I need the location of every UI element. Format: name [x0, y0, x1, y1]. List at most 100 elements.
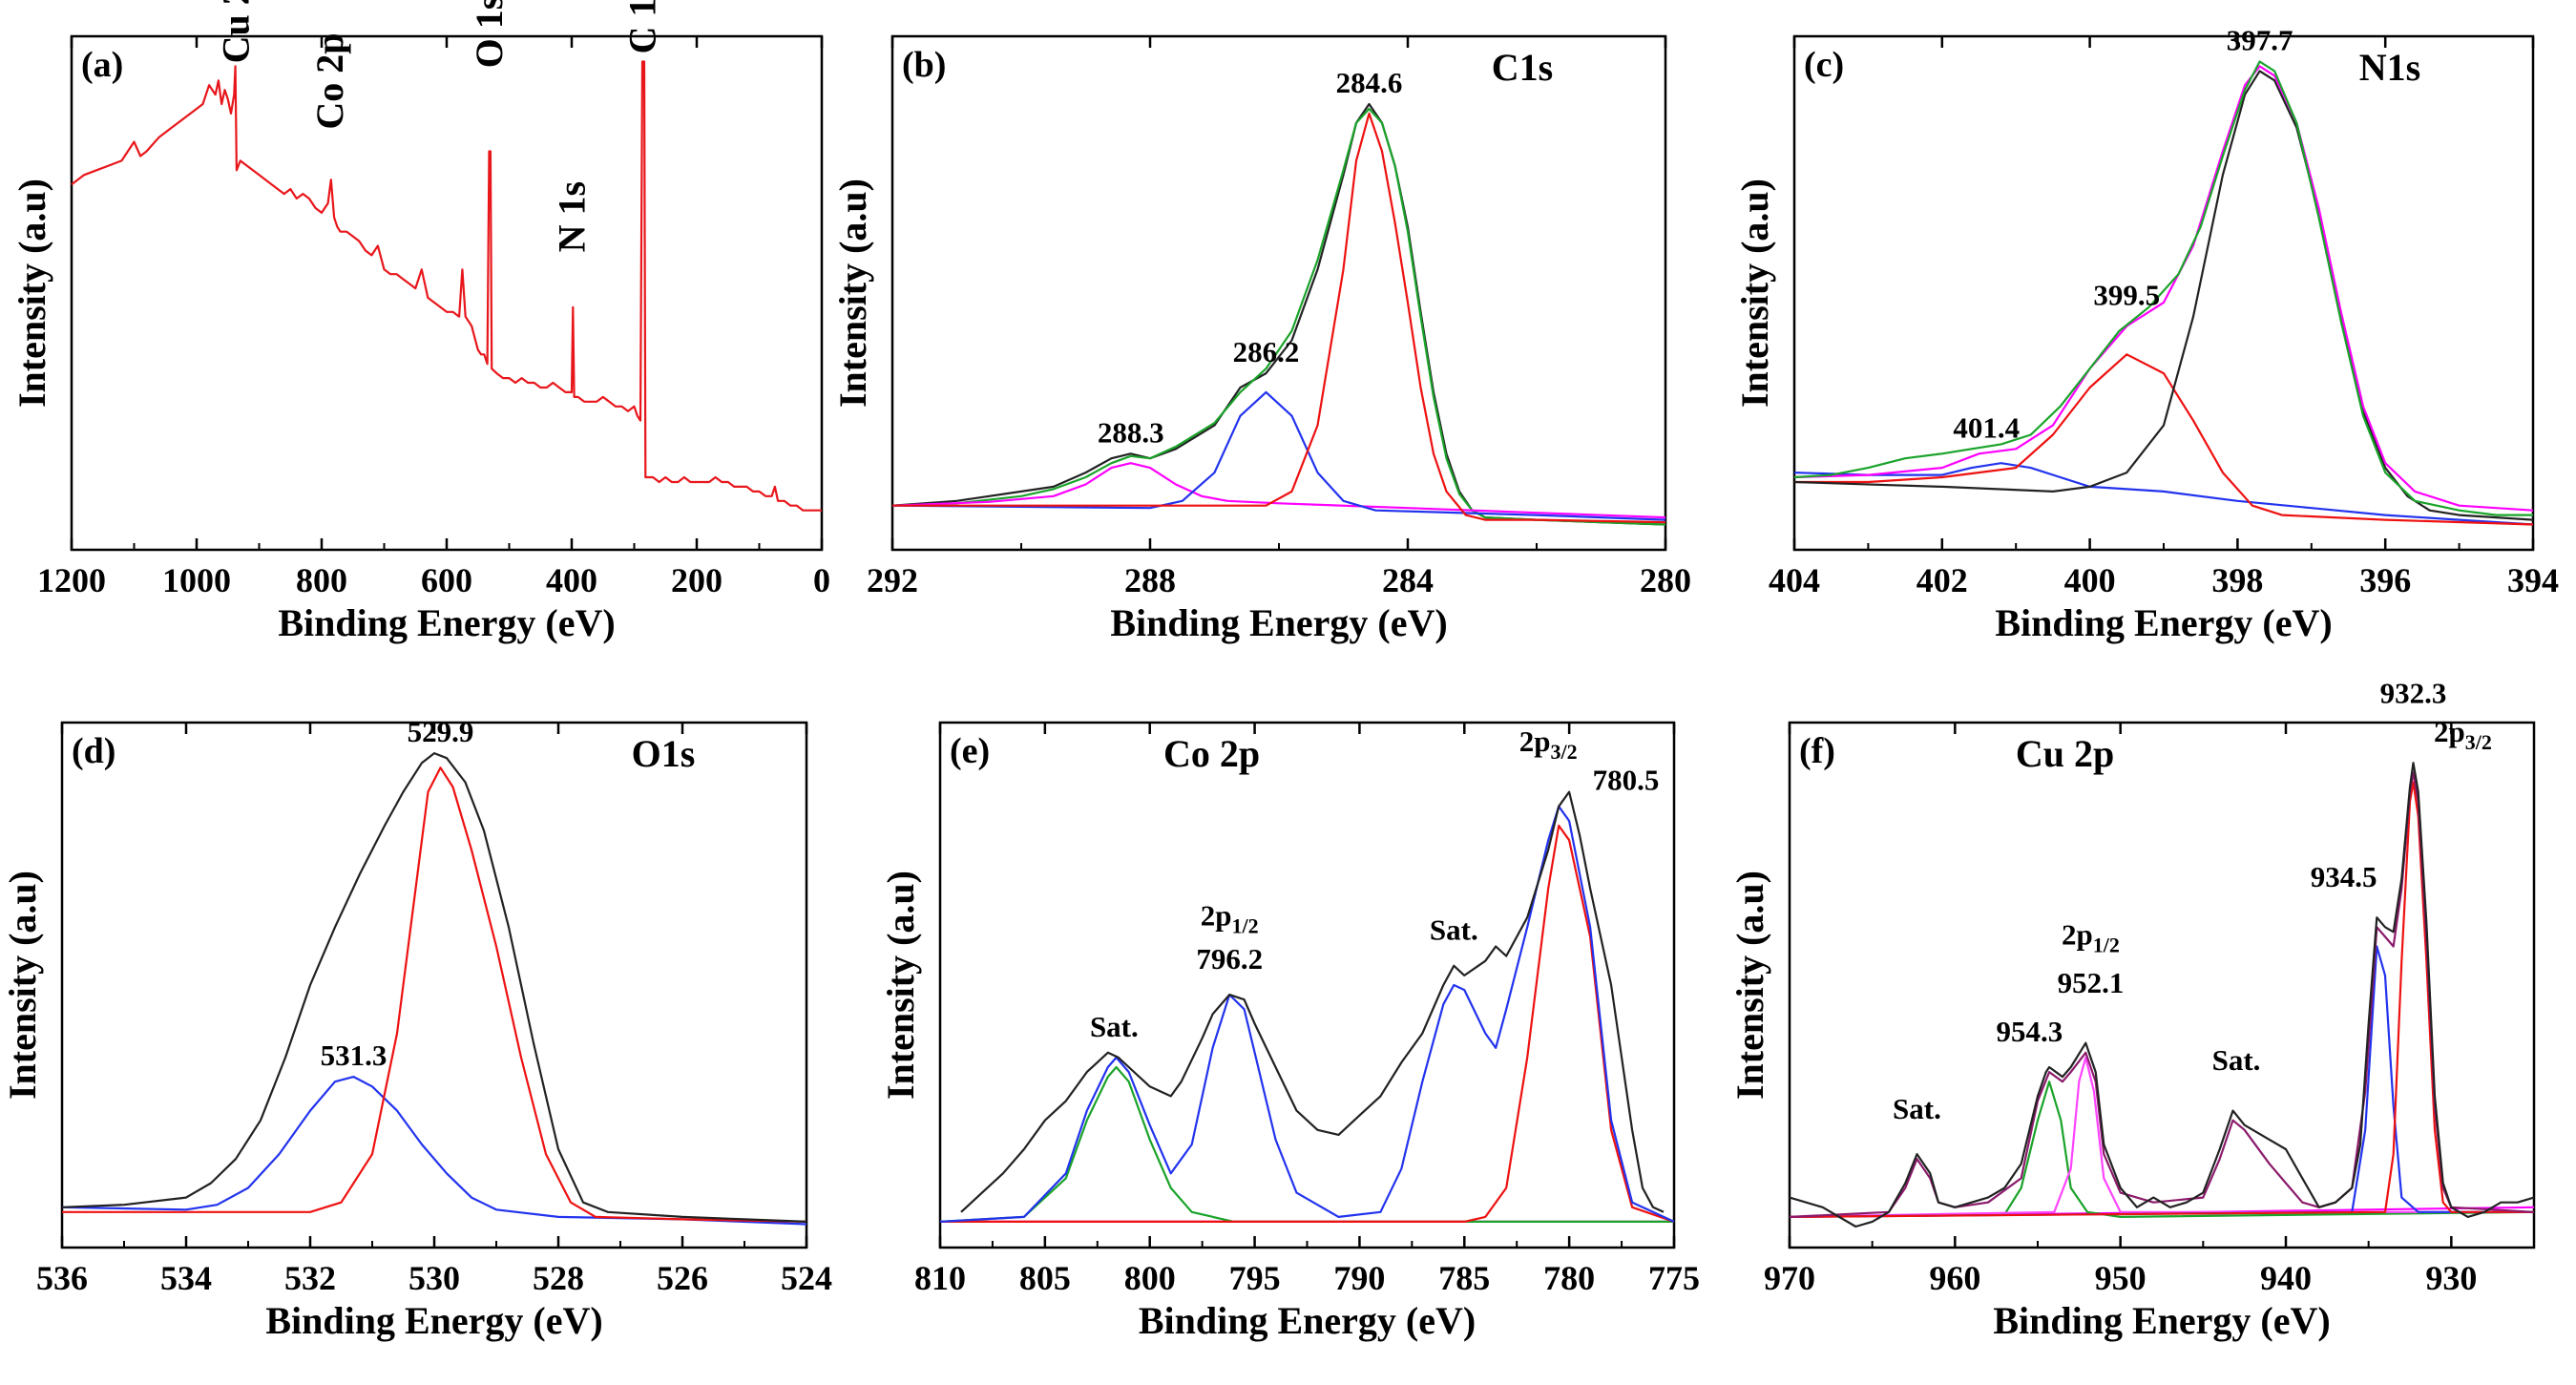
peak-label: 529.9 [408, 715, 474, 748]
peak-label: 954.3 [1996, 1015, 2063, 1048]
series-line-4 [1789, 781, 2534, 1218]
orbital-subscript: 1/2 [2093, 934, 2120, 957]
x-tick-label: 404 [1769, 561, 1820, 599]
orbital-main: 2p [1201, 898, 1232, 932]
peak-label: 952.1 [2058, 966, 2125, 999]
peak-label: 531.3 [321, 1039, 387, 1072]
x-tick-label: 970 [1764, 1259, 1815, 1297]
orbital-subscript: 3/2 [1550, 740, 1577, 764]
x-tick-label: 810 [914, 1259, 966, 1297]
orbital-subscript: 1/2 [1232, 913, 1259, 937]
series-line-3 [939, 805, 1675, 1223]
y-axis-label: Intensity (a.u) [879, 871, 922, 1100]
panel-d: 536 534 532 530 528 526 524 Binding Energy (eV)… [1, 715, 832, 1342]
y-axis-label: Intensity (a.u) [1728, 871, 1771, 1100]
x-tick-label: 930 [2425, 1259, 2477, 1297]
x-tick-label: 0 [813, 561, 830, 599]
peak-orbital-label: 2p3/2 [2434, 715, 2492, 754]
x-axis-label: Binding Energy (eV) [1139, 1299, 1476, 1342]
series-line-0 [891, 102, 1666, 526]
orbital-main: 2p [2062, 918, 2093, 952]
peak-label: Sat. [1430, 913, 1478, 947]
series-line-4 [960, 790, 1665, 1213]
panel-title: C1s [1492, 46, 1553, 89]
x-tick-label: 600 [421, 561, 472, 599]
x-tick-label: 800 [296, 561, 347, 599]
x-axis-label: Binding Energy (eV) [1995, 601, 2332, 644]
panel-letter: (d) [72, 731, 115, 771]
peak-orbital-label: 2p1/2 [1201, 898, 1259, 937]
series-line-1 [939, 1065, 1674, 1223]
peak-label: 288.3 [1098, 415, 1164, 449]
orbital-subscript: 3/2 [2465, 730, 2492, 754]
x-tick-label: 528 [533, 1259, 584, 1297]
x-tick-label: 795 [1229, 1259, 1281, 1297]
plot-frame [70, 34, 824, 552]
peak-label: 780.5 [1593, 764, 1660, 797]
y-axis-label: Intensity (a.u) [10, 178, 53, 408]
y-axis-label: Intensity (a.u) [831, 178, 874, 408]
plot-frame [1792, 34, 2535, 552]
panel-a: 1200 1000 800 600 400 200 0 Binding Energy (eV)… [10, 0, 830, 644]
x-tick-label: 775 [1648, 1259, 1700, 1297]
x-tick-label: 288 [1124, 561, 1176, 599]
orbital-main: 2p [2434, 715, 2465, 748]
series-line-4 [892, 112, 1666, 524]
plot-frame [60, 721, 808, 1249]
panel-title: N1s [2359, 46, 2420, 89]
x-tick-label: 800 [1124, 1259, 1176, 1297]
x-tick-label: 960 [1929, 1259, 1980, 1297]
peak-label: 796.2 [1196, 942, 1263, 976]
x-tick-label: 400 [2064, 561, 2116, 599]
panel-letter: (c) [1804, 45, 1844, 85]
series-line-0 [1793, 462, 2534, 526]
x-axis-label: Binding Energy (eV) [265, 1299, 602, 1342]
series-line-3 [1793, 65, 2534, 512]
series-line-5 [1789, 771, 2535, 1218]
series-line-2 [1793, 70, 2534, 521]
series-line-0 [61, 1076, 807, 1226]
x-tick-label: 805 [1019, 1259, 1071, 1297]
series-line-2 [940, 824, 1675, 1223]
peak-label: 397.7 [2227, 23, 2293, 56]
x-tick-label: 402 [1916, 561, 1968, 599]
peak-orbital-label: 2p3/2 [1519, 724, 1578, 764]
peak-label: 399.5 [2093, 279, 2160, 312]
series-line-0 [71, 60, 822, 512]
panel-e: 810 805 800 795 790 785 780 775 Binding Energy (… [879, 721, 1700, 1342]
x-tick-label: 396 [2359, 561, 2411, 599]
orbital-main: 2p [1519, 724, 1551, 758]
plot-frame [1788, 721, 2536, 1249]
panel-letter: (b) [902, 45, 946, 85]
peak-orbital-label: 2p1/2 [2062, 918, 2120, 957]
x-tick-label: 780 [1543, 1259, 1595, 1297]
x-tick-label: 400 [546, 561, 597, 599]
peak-label: 932.3 [2380, 677, 2447, 710]
series-line-2 [1789, 1056, 2534, 1218]
peak-annotation: C 1s [620, 0, 663, 53]
y-axis-label: Intensity (a.u) [1, 871, 44, 1100]
x-tick-label: 1200 [37, 561, 106, 599]
series-line-4 [1793, 60, 2533, 516]
peak-label: Sat. [2212, 1043, 2261, 1077]
x-tick-label: 398 [2211, 561, 2263, 599]
x-tick-label: 200 [671, 561, 723, 599]
x-axis-label: Binding Energy (eV) [1110, 601, 1447, 644]
peak-annotation: N 1s [550, 181, 593, 252]
x-tick-label: 526 [657, 1259, 708, 1297]
x-tick-label: 785 [1438, 1259, 1490, 1297]
plot-frame [938, 721, 1676, 1249]
panel-letter: (e) [950, 731, 990, 771]
x-tick-label: 1000 [162, 561, 231, 599]
panel-letter: (a) [81, 45, 123, 85]
series-line-6 [1789, 762, 2535, 1228]
peak-label: 401.4 [1953, 410, 2020, 444]
series-line-3 [891, 390, 1666, 521]
x-tick-label: 292 [867, 561, 918, 599]
y-axis-label: Intensity (a.u) [1733, 178, 1776, 408]
series-line-1 [62, 766, 807, 1223]
peak-annotation: Co 2p [308, 33, 351, 130]
x-tick-label: 950 [2095, 1259, 2147, 1297]
panel-title: Cu 2p [2016, 732, 2114, 775]
